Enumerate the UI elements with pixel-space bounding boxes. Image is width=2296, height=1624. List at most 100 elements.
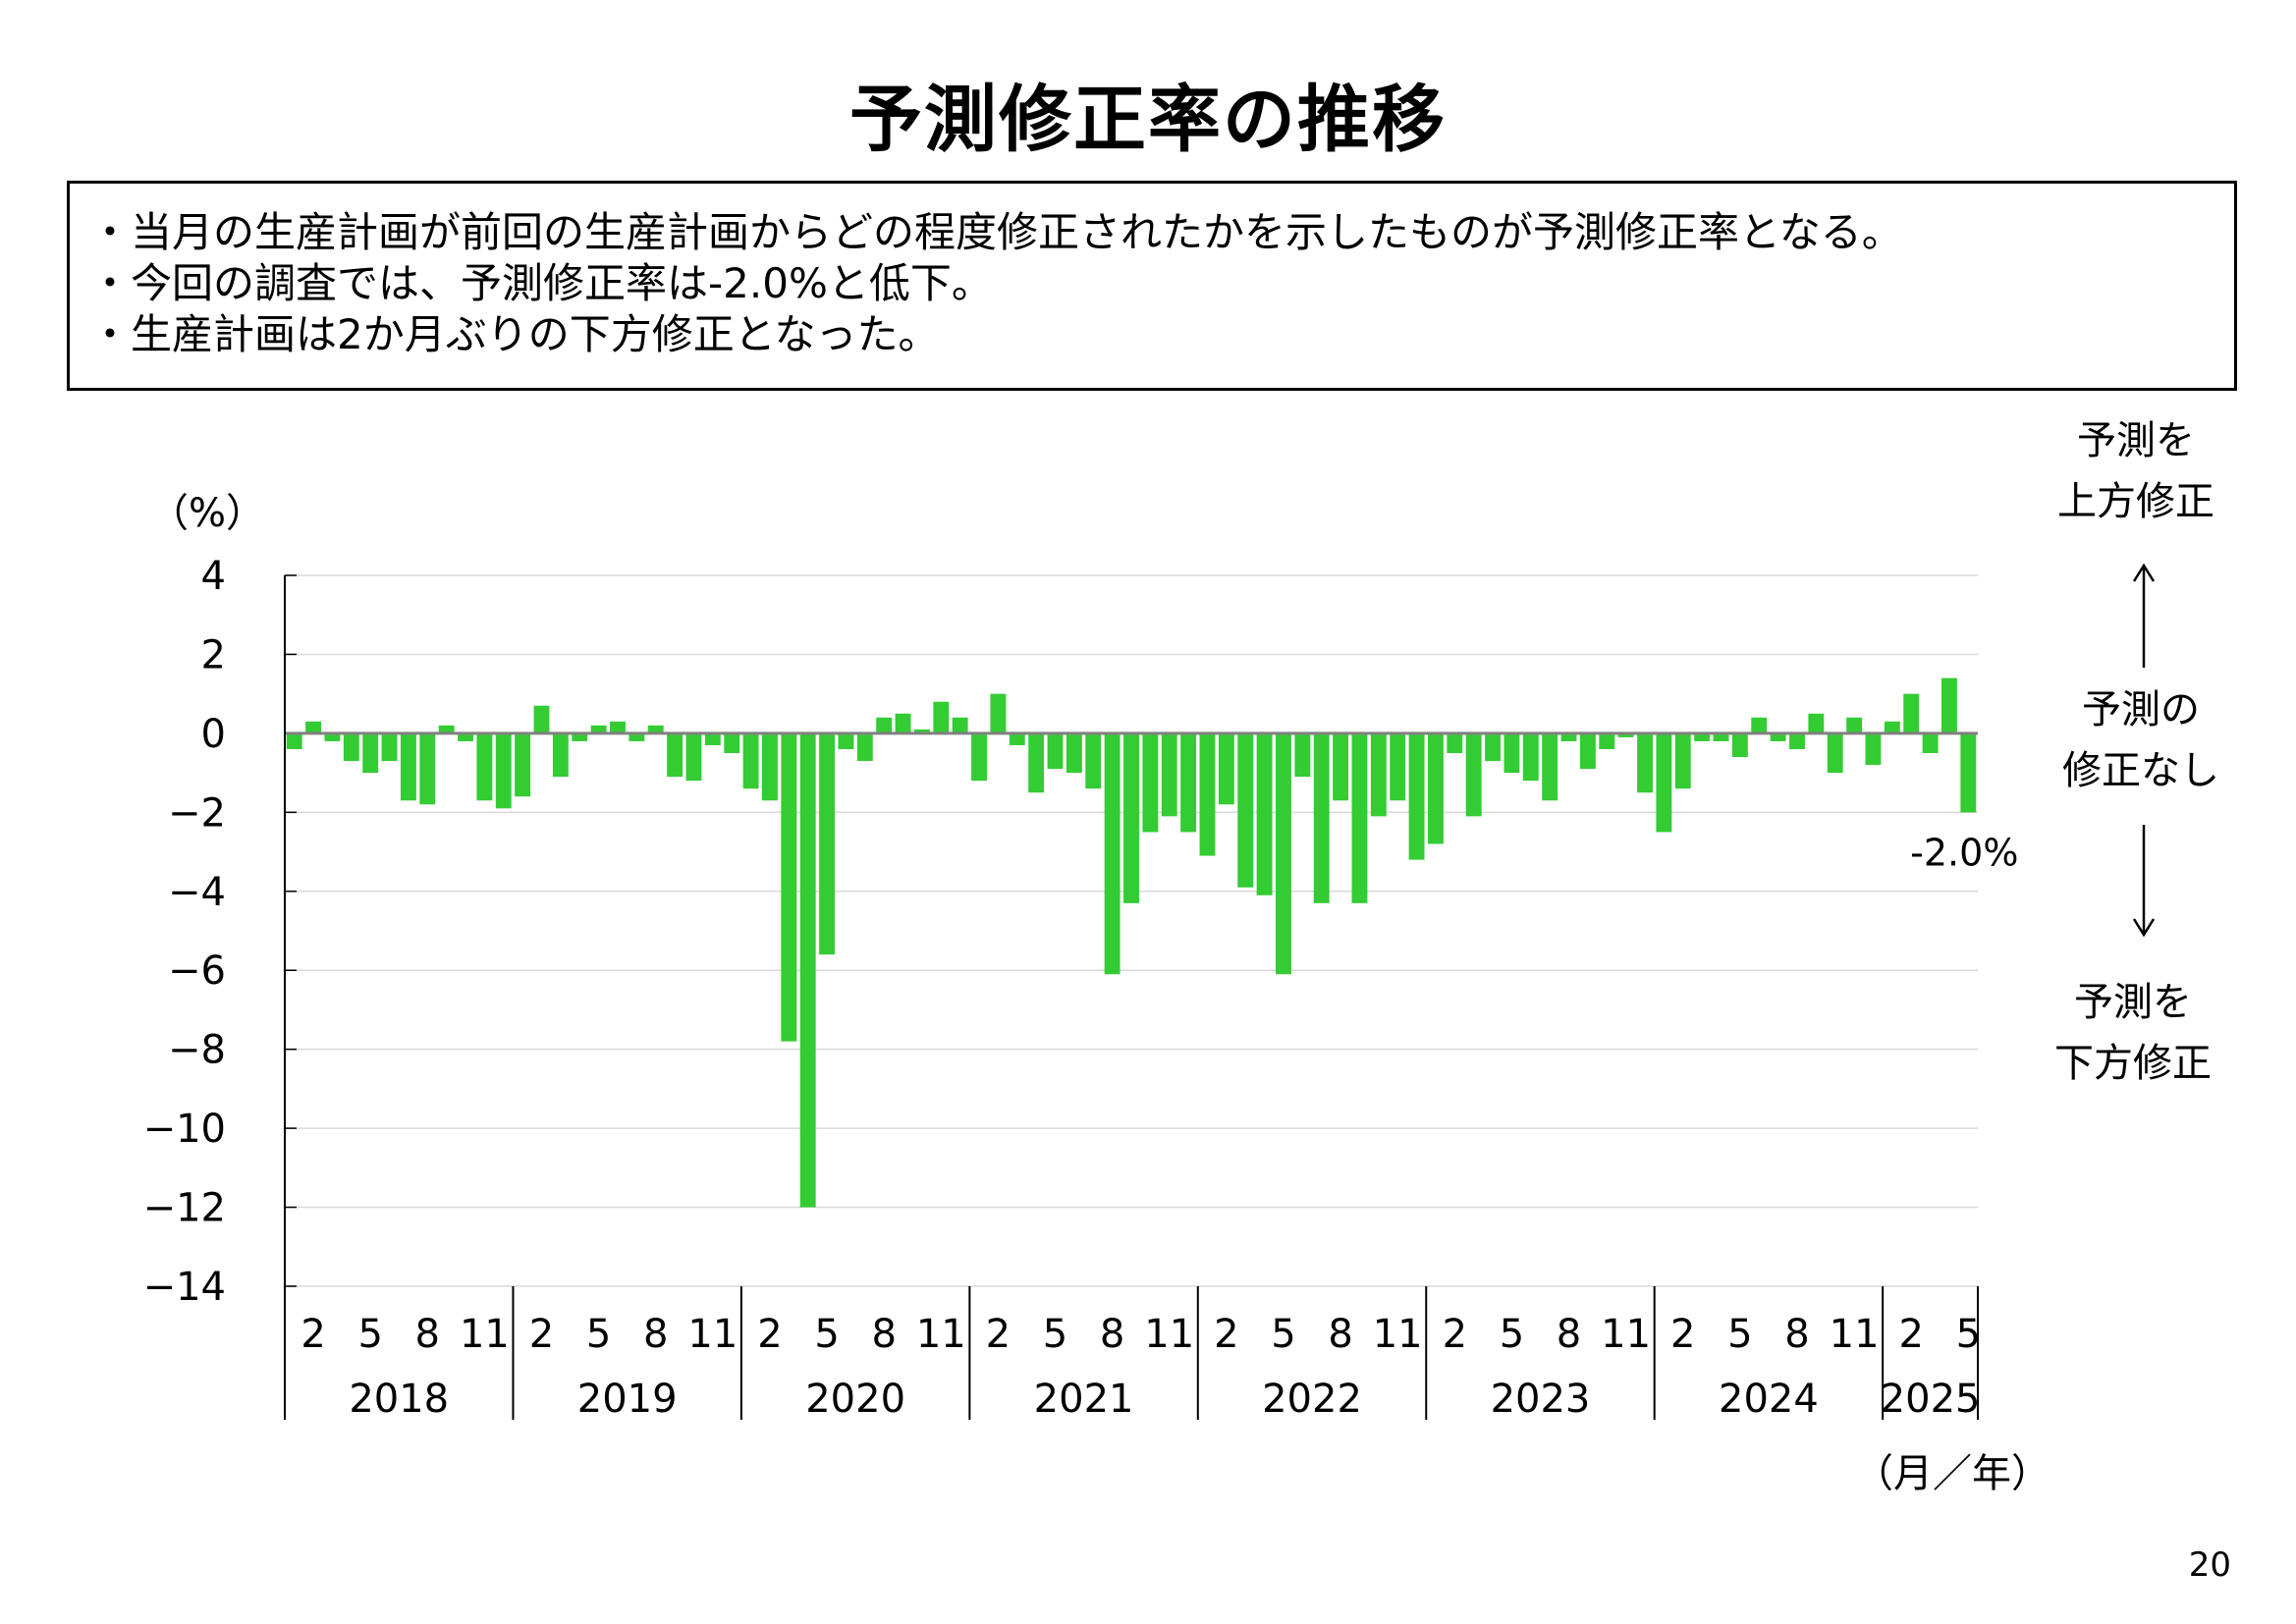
bar [362, 732, 379, 774]
bar [381, 732, 398, 762]
page-number: 20 [2188, 1545, 2231, 1585]
bar [1199, 732, 1216, 856]
x-month-label: 11 [1144, 1312, 1194, 1357]
x-month-label: 5 [1500, 1312, 1524, 1357]
bar [990, 693, 1007, 733]
x-month-label: 2 [1670, 1312, 1695, 1357]
x-month-label: 8 [1784, 1312, 1809, 1357]
y-tick-label: 0 [201, 712, 226, 757]
summary-note-2: ・今回の調査では、予測修正率は-2.0%と低下。 [89, 259, 993, 307]
page-title: 予測修正率の推移 [849, 78, 1447, 162]
bar [1104, 732, 1121, 975]
x-year-label: 2025 [1881, 1377, 1981, 1422]
summary-note-1: ・当月の生産計画が前回の生産計画からどの程度修正されたかを示したものが予測修正率… [89, 208, 1903, 256]
bar [572, 732, 588, 741]
x-year-label: 2022 [1262, 1377, 1362, 1422]
bar [1770, 732, 1786, 741]
bar [819, 732, 836, 955]
bar [438, 725, 455, 733]
bar [1884, 721, 1900, 733]
bar [1922, 732, 1939, 753]
x-year-label: 2024 [1719, 1377, 1819, 1422]
x-month-label: 11 [1373, 1312, 1423, 1357]
x-month-label: 8 [643, 1312, 668, 1357]
bar [799, 732, 816, 1208]
y-tick-label: 4 [201, 554, 226, 599]
bar [629, 732, 645, 741]
bar [590, 725, 607, 733]
axis-labels: 420−2−4−6−8−10−12−14（%）2 5 8 11 2 5 8 11 2 5 8 11 2 5… [143, 491, 2050, 1496]
x-month-label: 2 [986, 1312, 1011, 1357]
x-month-label: 2 [1898, 1312, 1923, 1357]
bar [1351, 732, 1368, 903]
bar [343, 732, 359, 762]
bar [724, 732, 740, 753]
summary-box: ・当月の生産計画が前回の生産計画からどの程度修正されたかを示したものが予測修正率… [67, 181, 2237, 391]
bar [1237, 732, 1254, 888]
x-month-label: 11 [1830, 1312, 1880, 1357]
bar [971, 732, 987, 782]
bar [1941, 677, 1957, 733]
bar [1656, 732, 1672, 833]
x-month-label: 11 [460, 1312, 510, 1357]
bar [895, 713, 911, 733]
bar [952, 717, 968, 733]
bar [856, 732, 873, 762]
y-tick-label: 2 [201, 632, 226, 677]
bar [647, 725, 664, 733]
bar [1256, 732, 1273, 895]
bar [1637, 732, 1653, 793]
x-month-label: 8 [871, 1312, 896, 1357]
bar [1503, 732, 1520, 774]
last-value-label: -2.0% [1910, 831, 2018, 874]
axes [284, 574, 1979, 1420]
bar [1731, 732, 1748, 758]
bar [1161, 732, 1177, 817]
x-month-label: 2 [529, 1312, 554, 1357]
x-month-label: 8 [415, 1312, 440, 1357]
y-tick-label: −14 [143, 1265, 226, 1310]
bar [1827, 732, 1843, 774]
bar [1903, 693, 1920, 733]
x-month-label: 2 [301, 1312, 325, 1357]
bar [476, 732, 493, 801]
bar [876, 717, 893, 733]
bar [1960, 732, 1977, 813]
bar [1617, 732, 1634, 737]
bar [1123, 732, 1139, 903]
bar [704, 732, 721, 745]
downward-arrow-icon [2132, 825, 2156, 938]
bar [1276, 732, 1291, 975]
x-year-label: 2023 [1491, 1377, 1591, 1422]
y-tick-label: −8 [168, 1028, 226, 1073]
bar [1846, 717, 1863, 733]
bar [324, 732, 341, 741]
bar [1560, 732, 1577, 741]
bar [1009, 732, 1025, 745]
bar [1427, 732, 1444, 844]
bar [495, 732, 512, 809]
bar [1370, 732, 1387, 817]
upward-arrow-icon [2132, 563, 2156, 668]
summary-note-3: ・生産計画は2か月ぶりの下方修正となった。 [89, 310, 940, 358]
bar [533, 705, 550, 733]
bar [400, 732, 416, 801]
bar [1674, 732, 1691, 789]
bar [838, 732, 854, 749]
bar [667, 732, 683, 778]
y-tick-label: −2 [168, 790, 226, 836]
x-month-label: 5 [814, 1312, 839, 1357]
bar [1485, 732, 1501, 762]
x-year-label: 2021 [1034, 1377, 1134, 1422]
bar [1599, 732, 1615, 749]
bar [1542, 732, 1558, 801]
x-month-label: 5 [1043, 1312, 1067, 1357]
x-year-label: 2018 [349, 1377, 449, 1422]
y-tick-label: −12 [143, 1186, 226, 1231]
gridlines [285, 574, 1978, 1287]
bar [610, 721, 626, 733]
bar [515, 732, 531, 797]
bar [762, 732, 778, 801]
bar [1713, 732, 1729, 741]
